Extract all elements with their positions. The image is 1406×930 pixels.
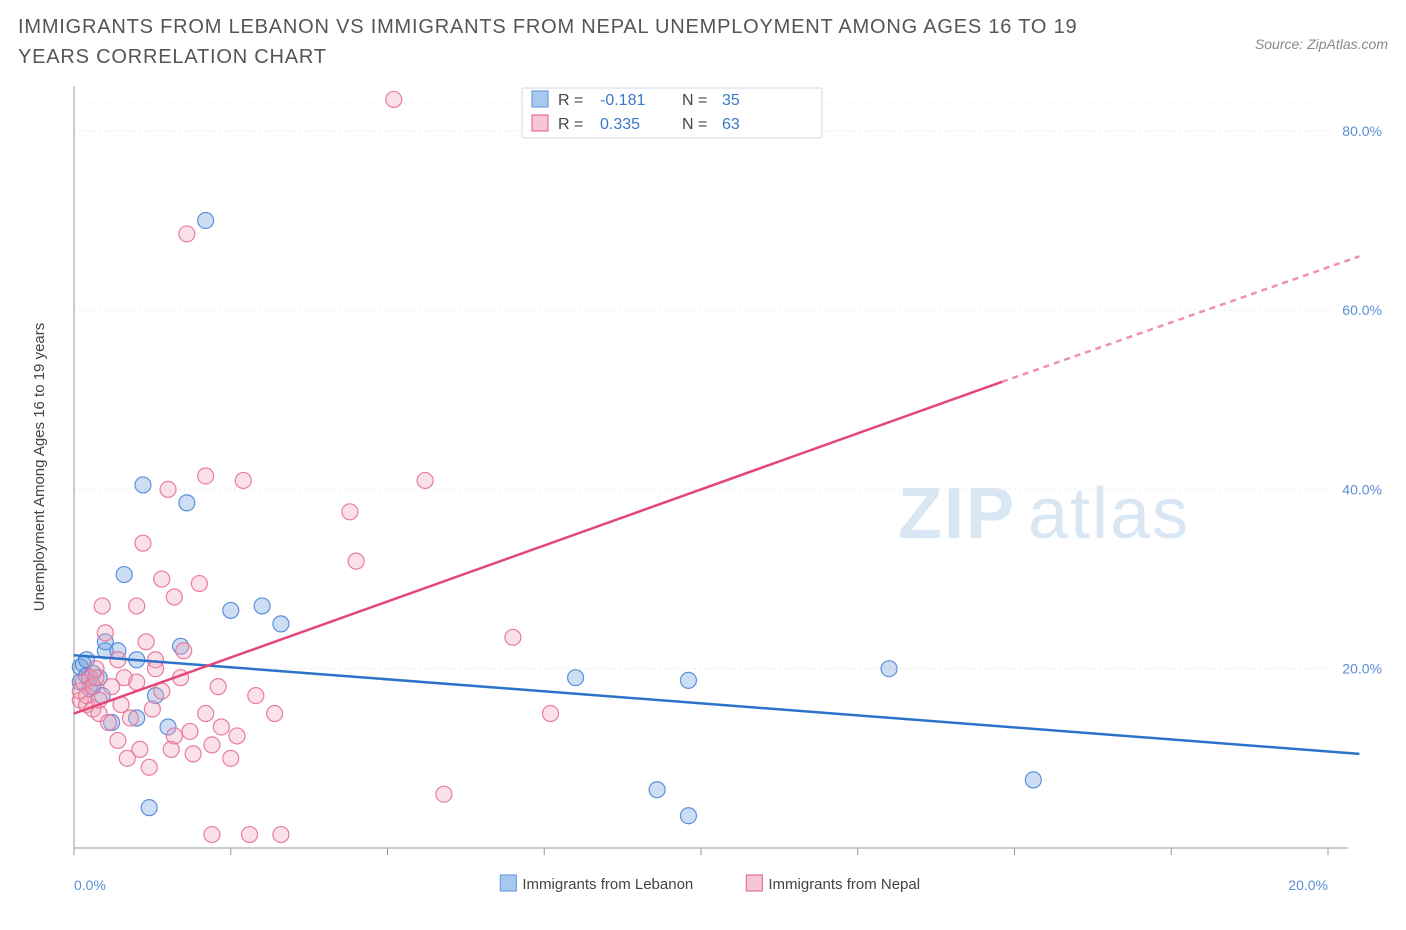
data-point	[154, 683, 170, 699]
source-attribution: Source: ZipAtlas.com	[1255, 36, 1388, 52]
data-point	[129, 674, 145, 690]
data-point	[110, 732, 126, 748]
legend-label: Immigrants from Lebanon	[522, 876, 693, 893]
data-point	[166, 728, 182, 744]
data-point	[436, 786, 452, 802]
data-point	[649, 782, 665, 798]
data-point	[154, 571, 170, 587]
x-tick-label: 20.0%	[1288, 877, 1328, 893]
y-tick-label: 40.0%	[1342, 481, 1382, 497]
data-point	[254, 598, 270, 614]
data-point	[273, 827, 289, 843]
data-point	[213, 719, 229, 735]
data-point	[185, 746, 201, 762]
svg-text:-0.181: -0.181	[600, 92, 645, 109]
legend-swatch	[500, 875, 516, 891]
data-point	[88, 661, 104, 677]
data-point	[568, 670, 584, 686]
data-point	[680, 808, 696, 824]
x-tick-label: 0.0%	[74, 877, 106, 893]
data-point	[129, 598, 145, 614]
data-point	[223, 750, 239, 766]
data-point	[179, 226, 195, 242]
scatter-chart-svg: ZIPatlas 0.0% 20.0% 20.0% 40.0% 60.0% 80.0% Une…	[18, 78, 1388, 918]
y-tick-label: 60.0%	[1342, 302, 1382, 318]
y-tick-label: 20.0%	[1342, 661, 1382, 677]
data-point	[138, 634, 154, 650]
data-point	[242, 827, 258, 843]
svg-text:63: 63	[722, 116, 740, 133]
data-point	[248, 688, 264, 704]
trend-line-lebanon	[74, 655, 1359, 754]
data-point	[179, 495, 195, 511]
legend-swatch	[532, 91, 548, 107]
data-point	[198, 468, 214, 484]
legend-swatch	[746, 875, 762, 891]
data-point	[386, 91, 402, 107]
svg-text:R =: R =	[558, 92, 583, 109]
data-point	[94, 598, 110, 614]
svg-text:0.335: 0.335	[600, 116, 640, 133]
correlation-legend: R = -0.181 N = 35 R = 0.335 N = 63	[522, 88, 822, 138]
data-point	[141, 800, 157, 816]
data-point	[417, 472, 433, 488]
trend-line-nepal-solid	[74, 382, 1002, 714]
data-point	[160, 481, 176, 497]
data-point	[182, 723, 198, 739]
svg-text:atlas: atlas	[1028, 474, 1190, 554]
data-point	[191, 576, 207, 592]
data-point	[543, 706, 559, 722]
data-point	[122, 710, 138, 726]
data-point	[198, 706, 214, 722]
data-point	[1025, 772, 1041, 788]
data-point	[348, 553, 364, 569]
data-point	[135, 535, 151, 551]
data-point	[198, 212, 214, 228]
data-point	[342, 504, 358, 520]
trend-line-nepal-dashed	[1002, 256, 1359, 382]
data-point	[204, 737, 220, 753]
data-point	[141, 759, 157, 775]
data-point	[204, 827, 220, 843]
data-point	[100, 714, 116, 730]
svg-text:N =: N =	[682, 116, 707, 133]
data-point	[273, 616, 289, 632]
svg-text:N =: N =	[682, 92, 707, 109]
data-point	[229, 728, 245, 744]
data-point	[267, 706, 283, 722]
svg-text:R =: R =	[558, 116, 583, 133]
data-point	[881, 661, 897, 677]
series-legend: Immigrants from Lebanon Immigrants from N…	[500, 875, 920, 893]
svg-text:35: 35	[722, 92, 740, 109]
data-point	[166, 589, 182, 605]
chart-title: IMMIGRANTS FROM LEBANON VS IMMIGRANTS FR…	[18, 12, 1118, 72]
data-point	[176, 643, 192, 659]
data-point	[505, 629, 521, 645]
y-tick-label: 80.0%	[1342, 123, 1382, 139]
data-point	[135, 477, 151, 493]
data-point	[223, 602, 239, 618]
data-point	[116, 567, 132, 583]
svg-text:ZIP: ZIP	[898, 474, 1016, 554]
data-point	[210, 679, 226, 695]
chart-area: ZIPatlas 0.0% 20.0% 20.0% 40.0% 60.0% 80.0% Une…	[18, 78, 1388, 918]
data-point	[132, 741, 148, 757]
y-axis-label: Unemployment Among Ages 16 to 19 years	[31, 323, 48, 612]
data-point	[144, 701, 160, 717]
data-point	[97, 625, 113, 641]
legend-swatch	[532, 115, 548, 131]
data-point	[680, 672, 696, 688]
legend-label: Immigrants from Nepal	[768, 876, 920, 893]
data-point	[235, 472, 251, 488]
